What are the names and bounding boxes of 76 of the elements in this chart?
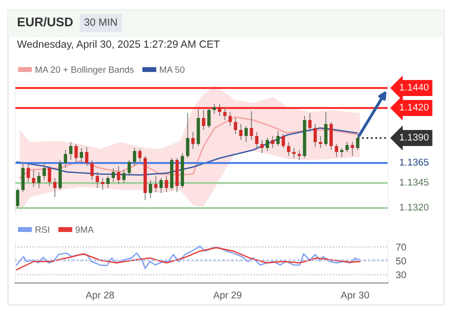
candlestick (260, 140, 264, 154)
candlestick (154, 176, 158, 192)
candlestick (164, 176, 168, 192)
ref-line-label: 1.1345 (400, 178, 429, 186)
ref-line-label: 1.1390 (400, 134, 429, 141)
chart-title: EUR/USD (18, 17, 73, 26)
candlestick (334, 144, 338, 158)
candlestick (122, 170, 126, 184)
candlestick (298, 150, 301, 160)
candlestick (345, 142, 349, 152)
x-tick-label: Apr 30 (340, 292, 369, 300)
y-tick-label: 50 (396, 258, 406, 264)
candlestick (32, 170, 36, 188)
candlestick (186, 112, 190, 158)
candlestick (356, 136, 360, 150)
candlestick (234, 118, 238, 134)
candlestick (74, 144, 78, 162)
chart-subtitle: Wednesday, April 30, 2025 1:27:29 AM CET (17, 40, 220, 50)
candlestick (106, 176, 110, 188)
candlestick (53, 178, 56, 198)
y-tick-label: 30 (396, 271, 406, 278)
candlestick (48, 166, 52, 186)
candlestick (42, 162, 46, 180)
candlestick (138, 148, 142, 162)
candlestick (223, 108, 227, 120)
legend-label: MA 20 + Bollinger Bands (36, 66, 134, 75)
candlestick (212, 104, 216, 114)
candlestick (308, 112, 312, 132)
candlestick (276, 130, 280, 146)
candlestick (218, 104, 222, 116)
candlestick (228, 112, 232, 126)
ref-line-label: 1.1420 (400, 104, 429, 111)
candlestick (96, 172, 100, 188)
candlestick (132, 148, 136, 166)
candlestick (207, 108, 211, 128)
candlestick (202, 110, 206, 130)
candlestick (101, 178, 104, 190)
candlestick (21, 162, 25, 192)
candlestick (239, 124, 242, 140)
candlestick (286, 142, 290, 156)
ref-line-label: 1.1440 (400, 84, 429, 91)
candlestick (330, 122, 333, 150)
candlestick (255, 132, 258, 148)
candlestick (350, 142, 354, 156)
legend-label: RSI (36, 226, 50, 233)
x-tick-label: Apr 29 (213, 292, 242, 300)
candlestick (314, 124, 317, 148)
candlestick (80, 148, 84, 164)
candlestick (116, 166, 120, 184)
text: 30 MIN (84, 18, 117, 26)
candlestick (282, 134, 285, 148)
candlestick (324, 112, 328, 146)
candlestick (318, 136, 322, 148)
candlestick (128, 160, 131, 176)
legend-label: 9MA (76, 226, 94, 233)
candlestick (64, 150, 68, 168)
y-tick-label: 70 (396, 244, 406, 251)
legend-label: MA 50 (160, 66, 184, 73)
candlestick (250, 110, 254, 140)
x-tick-label: Apr 28 (86, 292, 114, 300)
candlestick (90, 160, 94, 180)
ref-line-label: 1.1365 (400, 158, 429, 166)
candlestick (191, 132, 195, 150)
candlestick (292, 148, 296, 158)
candlestick (244, 126, 248, 142)
candlestick (148, 180, 152, 198)
candlestick (112, 168, 115, 182)
candlestick (37, 172, 41, 188)
candlestick (16, 188, 20, 208)
candlestick (85, 146, 88, 166)
candlestick (26, 164, 30, 182)
candlestick (159, 178, 163, 194)
candlestick (266, 138, 270, 152)
candlestick (271, 136, 274, 148)
candlestick (69, 142, 72, 160)
ref-line-label: 1.1320 (400, 204, 429, 211)
